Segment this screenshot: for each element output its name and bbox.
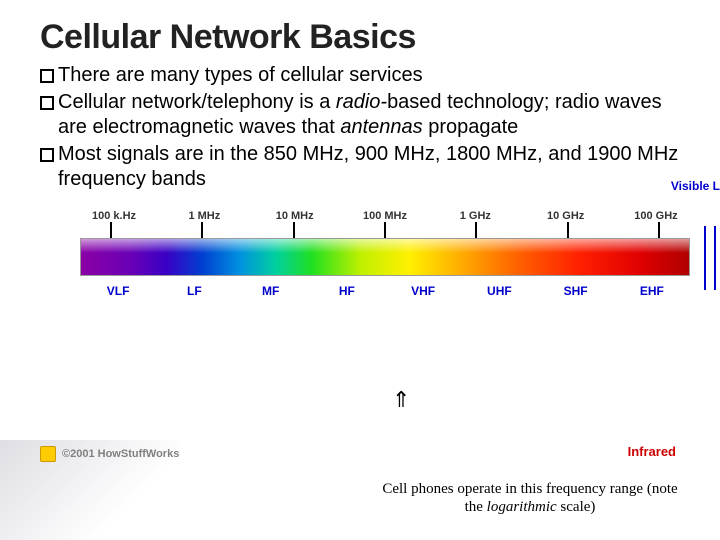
freq-label: 100 GHz [626, 210, 686, 222]
tick [293, 222, 295, 238]
slide-title: Cellular Network Basics [40, 18, 690, 57]
freq-label: 100 k.Hz [84, 210, 144, 222]
spectrum-bar-wrap [80, 238, 690, 276]
b2-italic-antennas: antennas [340, 116, 422, 138]
slide-content: Cellular Network Basics There are many t… [0, 0, 720, 312]
caption-c: scale) [557, 499, 596, 515]
caption-b: logarithmic [487, 499, 557, 515]
vl-line [714, 226, 716, 290]
bullet-2-text: Cellular network/telephony is a radio-ba… [58, 90, 690, 140]
b2-part-a: Cellular network/telephony is a [58, 91, 336, 113]
bullet-3-text: Most signals are in the 850 MHz, 900 MHz… [58, 142, 690, 192]
bullet-1-text: There are many types of cellular service… [58, 63, 690, 88]
tick-row [80, 222, 690, 238]
tick [110, 222, 112, 238]
tick [201, 222, 203, 238]
band-label: SHF [538, 284, 614, 298]
band-label: VHF [385, 284, 461, 298]
band-label: LF [156, 284, 232, 298]
freq-label: 10 MHz [265, 210, 325, 222]
tick [658, 222, 660, 238]
freq-label-row: 100 k.Hz 1 MHz 10 MHz 100 MHz 1 GHz 10 G… [80, 210, 690, 222]
bullet-3: Most signals are in the 850 MHz, 900 MHz… [40, 142, 690, 192]
visible-light-label: Visible Light [671, 180, 720, 193]
caption-text: Cell phones operate in this frequency ra… [380, 480, 680, 516]
band-label: UHF [461, 284, 537, 298]
pointer-arrow: ⇑ [392, 394, 410, 405]
band-label: HF [309, 284, 385, 298]
spectrum-gradient [80, 238, 690, 276]
bullet-2: Cellular network/telephony is a radio-ba… [40, 90, 690, 140]
tick [475, 222, 477, 238]
b2-italic-radio: radio- [336, 91, 387, 113]
infrared-label: Infrared [628, 444, 676, 459]
bullet-icon [40, 148, 54, 162]
freq-label: 1 MHz [174, 210, 234, 222]
visible-light-lines [700, 226, 720, 290]
b2-part-e: propagate [423, 116, 519, 138]
freq-label: 10 GHz [536, 210, 596, 222]
spectrum-chart: 100 k.Hz 1 MHz 10 MHz 100 MHz 1 GHz 10 G… [80, 210, 690, 298]
freq-label: 100 MHz [355, 210, 415, 222]
tick [384, 222, 386, 238]
body-text: There are many types of cellular service… [40, 63, 690, 192]
band-label-row: VLF LF MF HF VHF UHF SHF EHF [80, 284, 690, 298]
freq-label: 1 GHz [445, 210, 505, 222]
band-label: VLF [80, 284, 156, 298]
band-label: EHF [614, 284, 690, 298]
bullet-1: There are many types of cellular service… [40, 63, 690, 88]
tick [567, 222, 569, 238]
bullet-icon [40, 96, 54, 110]
copyright-label: ©2001 HowStuffWorks [62, 448, 179, 460]
band-label: MF [233, 284, 309, 298]
copyright-text: ©2001 HowStuffWorks [40, 446, 179, 462]
vl-line [704, 226, 706, 290]
bullet-icon [40, 69, 54, 83]
